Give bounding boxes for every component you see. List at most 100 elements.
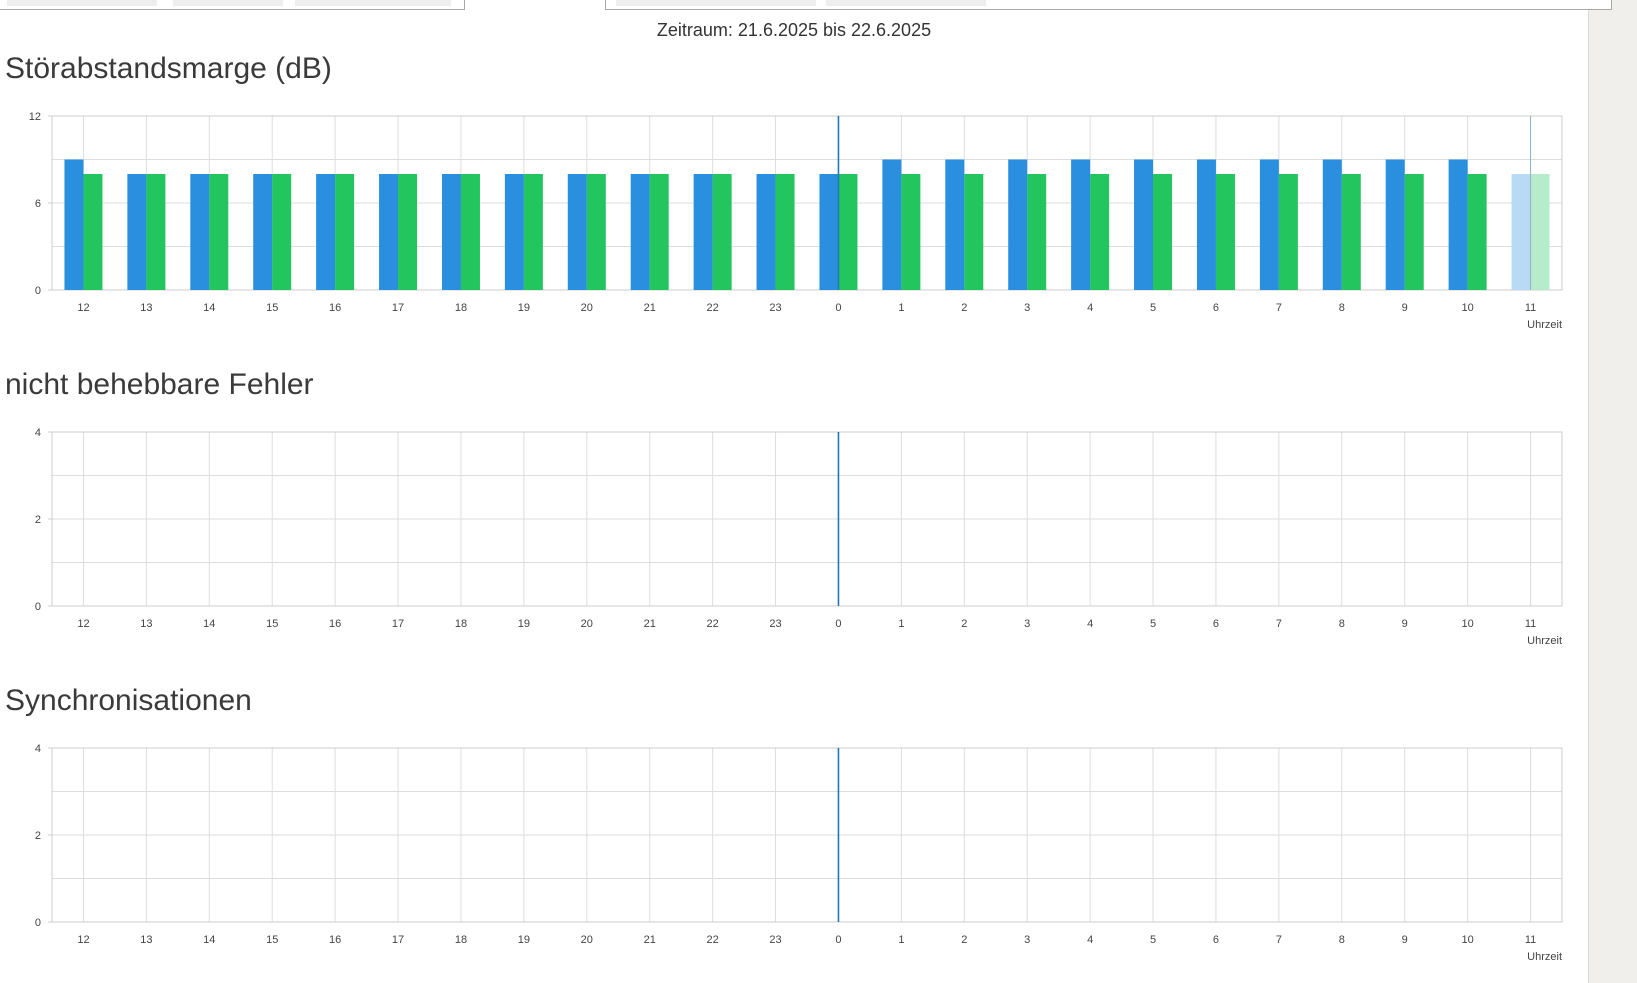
- x-tick-label: 22: [707, 302, 719, 314]
- bar-series-2: [649, 174, 669, 290]
- x-tick-label: 15: [266, 934, 278, 946]
- x-tick-label: 1: [898, 618, 904, 630]
- x-tick-label: 18: [455, 618, 467, 630]
- x-tick-label: 6: [1213, 618, 1219, 630]
- x-tick-label: 17: [392, 302, 404, 314]
- x-tick-label: 9: [1402, 302, 1408, 314]
- x-tick-label: 13: [140, 934, 152, 946]
- bar-series-1: [1448, 159, 1468, 290]
- bar-series-2: [1467, 174, 1487, 290]
- x-tick-label: 7: [1276, 618, 1282, 630]
- x-tick-label: 11: [1525, 934, 1536, 946]
- x-tick-label: 1: [898, 934, 904, 946]
- x-tick-label: 14: [203, 618, 215, 630]
- bar-series-2: [146, 174, 166, 290]
- x-tick-label: 5: [1150, 934, 1156, 946]
- x-tick-label: 1: [898, 302, 904, 314]
- x-tick-label: 17: [392, 934, 404, 946]
- bar-series-1: [1196, 159, 1216, 290]
- tab-1[interactable]: [7, 0, 157, 6]
- x-tick-label: 0: [835, 618, 841, 630]
- x-tick-label: 21: [644, 934, 656, 946]
- bar-series-2: [523, 174, 543, 290]
- x-tick-label: 3: [1024, 618, 1030, 630]
- x-tick-label: 16: [329, 618, 341, 630]
- bar-series-2: [964, 174, 984, 290]
- x-tick-label: 20: [581, 934, 593, 946]
- bar-series-2: [1215, 174, 1235, 290]
- y-tick-label: 12: [29, 111, 41, 123]
- y-tick-label: 0: [35, 601, 41, 613]
- bar-series-2: [335, 174, 355, 290]
- bar-series-1: [1322, 159, 1342, 290]
- bar-series-2: [1341, 174, 1361, 290]
- bar-series-1: [316, 174, 336, 290]
- bar-series-1: [819, 174, 839, 290]
- y-tick-label: 0: [35, 285, 41, 297]
- x-tick-label: 2: [961, 618, 967, 630]
- tab-group-left: [0, 0, 465, 10]
- y-tick-label: 0: [35, 917, 41, 929]
- x-tick-label: 12: [77, 302, 89, 314]
- x-tick-label: 10: [1462, 618, 1474, 630]
- bar-series-1: [1134, 159, 1154, 290]
- bar-series-2: [901, 174, 921, 290]
- x-tick-label: 18: [455, 302, 467, 314]
- x-tick-label: 2: [961, 302, 967, 314]
- x-tick-label: 4: [1087, 934, 1093, 946]
- y-tick-label: 2: [35, 830, 41, 842]
- y-tick-label: 2: [35, 514, 41, 526]
- x-tick-label: 11: [1525, 302, 1536, 314]
- bar-series-2: [1027, 174, 1047, 290]
- bar-series-2: [209, 174, 229, 290]
- x-tick-label: 4: [1087, 618, 1093, 630]
- x-tick-label: 19: [518, 934, 530, 946]
- bar-series-2: [586, 174, 606, 290]
- bar-series-2: [1404, 174, 1424, 290]
- x-axis-label: Uhrzeit: [1527, 951, 1562, 963]
- x-tick-label: 0: [835, 302, 841, 314]
- x-tick-label: 9: [1402, 934, 1408, 946]
- x-tick-label: 5: [1150, 618, 1156, 630]
- x-tick-label: 7: [1276, 934, 1282, 946]
- x-tick-label: 22: [707, 618, 719, 630]
- x-tick-label: 3: [1024, 934, 1030, 946]
- x-tick-label: 3: [1024, 302, 1030, 314]
- bar-series-1: [1385, 159, 1405, 290]
- chart-title-uncorrectable-errors: nicht behebbare Fehler: [5, 368, 314, 401]
- x-tick-label: 5: [1150, 302, 1156, 314]
- tab-4[interactable]: [616, 0, 816, 6]
- x-tick-label: 21: [644, 618, 656, 630]
- x-tick-label: 19: [518, 618, 530, 630]
- bar-series-2: [838, 174, 858, 290]
- tab-3[interactable]: [295, 0, 451, 6]
- x-tick-label: 21: [644, 302, 656, 314]
- y-tick-label: 6: [35, 198, 41, 210]
- x-tick-label: 13: [140, 618, 152, 630]
- bar-series-2: [398, 174, 418, 290]
- x-tick-label: 22: [707, 934, 719, 946]
- x-tick-label: 23: [769, 302, 781, 314]
- bar-series-1: [1259, 159, 1279, 290]
- y-tick-label: 4: [35, 427, 41, 439]
- x-tick-label: 23: [769, 618, 781, 630]
- x-tick-label: 18: [455, 934, 467, 946]
- x-tick-label: 6: [1213, 934, 1219, 946]
- x-tick-label: 10: [1462, 302, 1474, 314]
- chart-title-snr-margin: Störabstandsmarge (dB): [5, 52, 332, 85]
- x-tick-label: 16: [329, 934, 341, 946]
- x-tick-label: 15: [266, 618, 278, 630]
- x-tick-label: 9: [1402, 618, 1408, 630]
- tab-2[interactable]: [173, 0, 283, 6]
- x-axis-label: Uhrzeit: [1527, 319, 1562, 331]
- x-tick-label: 8: [1339, 302, 1345, 314]
- bar-series-1: [693, 174, 713, 290]
- tab-group-right: [605, 0, 1612, 10]
- bar-series-1: [1511, 174, 1531, 290]
- bar-series-1: [945, 159, 965, 290]
- tab-5[interactable]: [826, 0, 986, 6]
- chart-title-synchronisations: Synchronisationen: [5, 684, 252, 717]
- x-axis-label: Uhrzeit: [1527, 635, 1562, 647]
- x-tick-label: 13: [140, 302, 152, 314]
